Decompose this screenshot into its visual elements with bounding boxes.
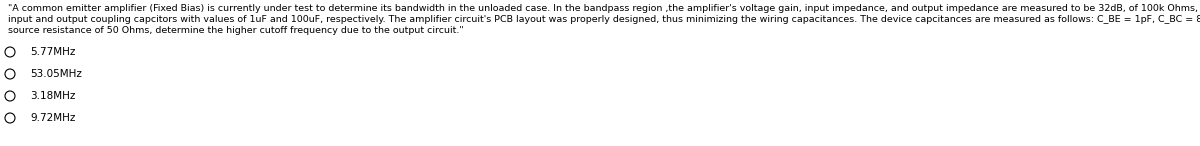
Text: 5.77MHz: 5.77MHz	[30, 47, 76, 57]
Text: 53.05MHz: 53.05MHz	[30, 69, 82, 79]
Text: 9.72MHz: 9.72MHz	[30, 113, 76, 123]
Text: 3.18MHz: 3.18MHz	[30, 91, 76, 101]
Text: source resistance of 50 Ohms, determine the higher cutoff frequency due to the o: source resistance of 50 Ohms, determine …	[8, 26, 463, 35]
Text: input and output coupling capcitors with values of 1uF and 100uF, respectively. : input and output coupling capcitors with…	[8, 15, 1200, 24]
Text: "A common emitter amplifier (Fixed Bias) is currently under test to determine it: "A common emitter amplifier (Fixed Bias)…	[8, 4, 1200, 13]
